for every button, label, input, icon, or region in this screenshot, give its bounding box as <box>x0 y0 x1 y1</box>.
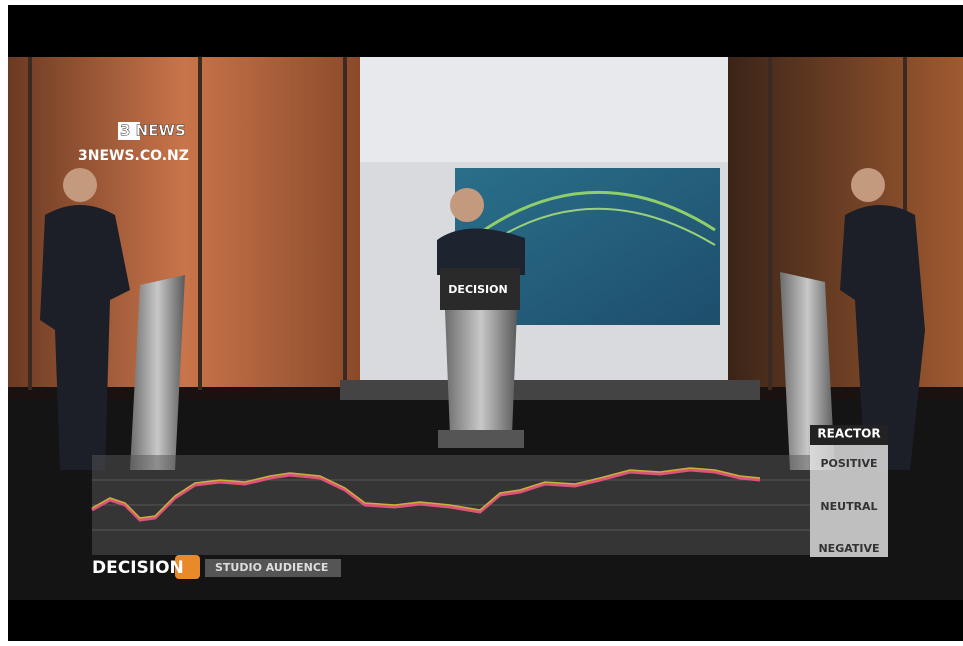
podium-label: DECISION <box>448 283 507 296</box>
website: 3NEWS.CO.NZ <box>78 148 189 164</box>
program-name: DECISION <box>92 558 184 578</box>
neutral-label: NEUTRAL <box>820 500 877 513</box>
segment-name: STUDIO AUDIENCE <box>215 561 328 574</box>
negative-label: NEGATIVE <box>818 542 879 555</box>
channel-name: 3 NEWS <box>120 122 186 140</box>
page: DECISION 3 NEWS 3NEWS.CO.NZ REACTOR POSI… <box>0 0 963 646</box>
screenshot: DECISION 3 NEWS 3NEWS.CO.NZ REACTOR POSI… <box>0 0 963 646</box>
positive-label: POSITIVE <box>820 457 877 470</box>
reactor-title: REACTOR <box>817 427 880 441</box>
